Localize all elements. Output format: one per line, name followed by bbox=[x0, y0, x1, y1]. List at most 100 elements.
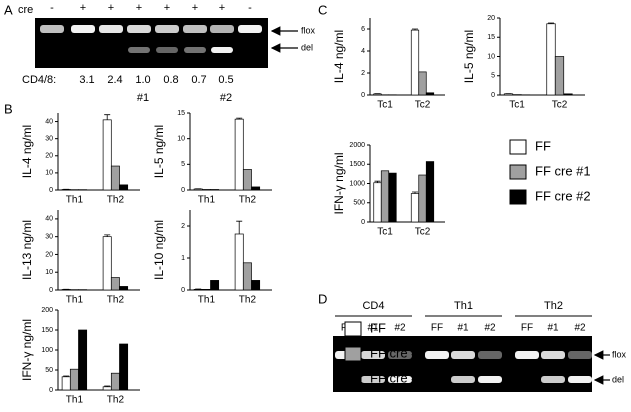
band bbox=[183, 25, 207, 33]
ratio: 1.0 bbox=[135, 74, 150, 86]
band bbox=[425, 351, 449, 359]
clone: #2 bbox=[220, 92, 232, 104]
ratio: 3.1 bbox=[79, 74, 94, 86]
band-label: flox bbox=[301, 25, 316, 35]
band bbox=[184, 47, 206, 53]
y-axis-label: IL-4 ng/ml bbox=[20, 125, 34, 178]
band bbox=[541, 376, 565, 383]
y-tick-label: 50 bbox=[45, 367, 53, 374]
legend-label: FF cre #2 bbox=[370, 370, 426, 385]
bar bbox=[234, 118, 244, 191]
y-tick-label: 15 bbox=[487, 34, 495, 41]
cre-label: cre bbox=[18, 4, 33, 16]
bar bbox=[110, 372, 120, 391]
cre-sign: + bbox=[136, 2, 142, 14]
x-tick-label: Th1 bbox=[66, 395, 84, 406]
legend-label: FF bbox=[535, 138, 551, 153]
band bbox=[238, 25, 262, 33]
band bbox=[388, 351, 412, 359]
band-label: del bbox=[612, 374, 624, 384]
band bbox=[478, 351, 502, 359]
y-axis-label: IFN-γ ng/ml bbox=[20, 319, 34, 381]
x-tick-label: Th2 bbox=[239, 195, 257, 206]
error-bar bbox=[104, 234, 111, 237]
y-tick-label: 10 bbox=[177, 136, 185, 143]
x-tick-label: Tc2 bbox=[552, 100, 568, 111]
band bbox=[40, 25, 64, 33]
y-tick-label: 10 bbox=[45, 269, 53, 276]
gel bbox=[35, 18, 268, 68]
bar bbox=[373, 182, 382, 223]
panel-label: C bbox=[318, 2, 327, 17]
bar bbox=[102, 386, 112, 391]
cre-sign: + bbox=[219, 2, 225, 14]
y-tick-label: 1 bbox=[181, 255, 185, 262]
panel-label: D bbox=[318, 291, 327, 306]
legend-label: FF cre #2 bbox=[535, 188, 591, 203]
x-tick-label: Th2 bbox=[239, 295, 257, 306]
y-tick-label: 40 bbox=[45, 216, 53, 223]
bar bbox=[193, 289, 203, 291]
error-bar bbox=[548, 22, 554, 24]
x-tick-label: Th1 bbox=[198, 195, 216, 206]
ratio: 0.8 bbox=[163, 74, 178, 86]
bar bbox=[102, 236, 112, 291]
bar bbox=[69, 368, 79, 391]
band bbox=[211, 47, 233, 53]
cre-sign: - bbox=[248, 2, 252, 14]
y-axis-label: IFN-γ ng/ml bbox=[332, 152, 346, 214]
y-tick-label: 0 bbox=[181, 187, 185, 194]
error-bar bbox=[374, 180, 381, 183]
bar bbox=[425, 92, 435, 96]
bar bbox=[410, 193, 420, 223]
band-label: flox bbox=[612, 349, 627, 359]
y-tick-label: 0 bbox=[491, 92, 495, 99]
bar bbox=[102, 119, 112, 191]
lane-label: #2 bbox=[394, 323, 406, 334]
y-tick-label: 0 bbox=[49, 187, 53, 194]
bar bbox=[110, 277, 120, 291]
lane-label: #2 bbox=[484, 323, 496, 334]
legend-label: FF bbox=[370, 320, 386, 335]
y-tick-label: 0 bbox=[361, 219, 365, 226]
band bbox=[128, 47, 150, 53]
bar bbox=[119, 184, 129, 191]
band bbox=[155, 25, 179, 33]
error-bar bbox=[236, 220, 243, 234]
x-tick-label: Th2 bbox=[107, 395, 125, 406]
panel-label: A bbox=[4, 2, 13, 17]
x-tick-label: Tc1 bbox=[377, 227, 393, 238]
x-tick-label: Tc1 bbox=[509, 100, 525, 111]
panel-label: B bbox=[4, 101, 13, 116]
y-tick-label: 4 bbox=[361, 48, 365, 55]
band bbox=[388, 376, 412, 383]
ratio: 2.4 bbox=[107, 74, 122, 86]
x-tick-label: Th1 bbox=[66, 295, 84, 306]
bar bbox=[242, 169, 252, 191]
y-axis-label: IL-4 ng/ml bbox=[332, 30, 346, 83]
y-tick-label: 20 bbox=[45, 153, 53, 160]
band bbox=[568, 376, 592, 383]
lane-label: #2 bbox=[574, 323, 586, 334]
y-tick-label: 0 bbox=[181, 287, 185, 294]
y-tick-label: 10 bbox=[45, 170, 53, 177]
bar bbox=[193, 188, 203, 191]
band bbox=[478, 376, 502, 383]
cre-sign: + bbox=[192, 2, 198, 14]
ratio: 0.7 bbox=[191, 74, 206, 86]
x-tick-label: Th1 bbox=[198, 295, 216, 306]
band bbox=[568, 351, 592, 359]
y-axis-label: IL-5 ng/ml bbox=[462, 30, 476, 83]
y-tick-label: 15 bbox=[177, 110, 185, 117]
band bbox=[451, 376, 475, 383]
band bbox=[361, 351, 385, 359]
group-label: CD4 bbox=[362, 300, 384, 312]
y-tick-label: 30 bbox=[45, 234, 53, 241]
cre-sign: - bbox=[50, 2, 54, 14]
bar bbox=[61, 376, 71, 391]
legend-swatch bbox=[344, 371, 362, 387]
bar bbox=[119, 343, 129, 391]
group-label: Th2 bbox=[544, 300, 563, 312]
lane-label: FF bbox=[431, 323, 443, 334]
x-tick-label: Tc1 bbox=[377, 100, 393, 111]
